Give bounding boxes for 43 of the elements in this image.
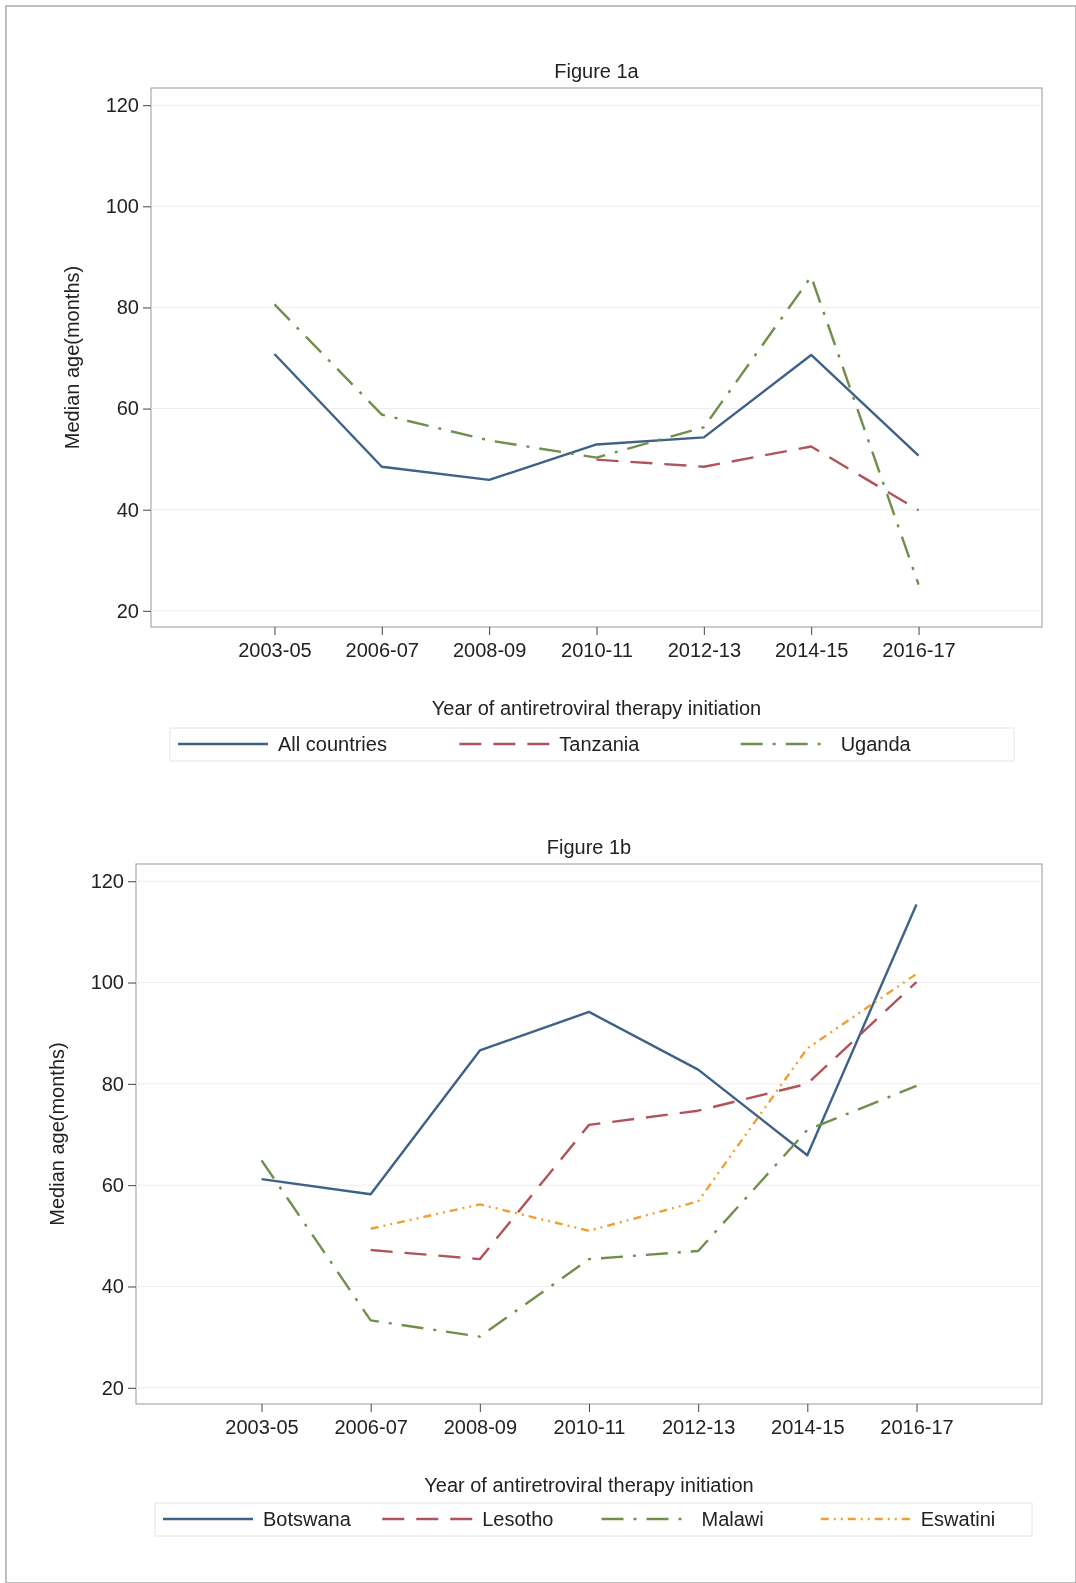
y-tick-label: 100 (90, 971, 124, 994)
legend-label: Lesotho (482, 1508, 554, 1530)
x-tick-label: 2016-17 (880, 1416, 954, 1439)
y-tick-label: 20 (116, 599, 139, 622)
x-tick-label: 2006-07 (345, 639, 419, 662)
line-series (260, 1084, 918, 1338)
y-tick-label: 100 (105, 195, 139, 218)
x-axis-title: Year of antiretroviral therapy initiation (431, 697, 762, 719)
legend-label: Malawi (701, 1508, 764, 1530)
x-tick-label: 2008-09 (443, 1416, 518, 1439)
x-tick-label: 2014-15 (775, 639, 849, 662)
x-tick-label: 2016-17 (882, 639, 956, 662)
y-tick-label: 40 (101, 1275, 124, 1298)
x-tick-label: 2014-15 (771, 1416, 845, 1439)
x-axis-title: Year of antiretroviral therapy initiation (424, 1474, 754, 1496)
x-tick-label: 2010-11 (553, 1416, 626, 1439)
y-axis-title: Median age(months) (61, 265, 83, 450)
line-series (595, 445, 920, 512)
x-tick-label: 2012-13 (661, 1416, 736, 1439)
chart-title: Figure 1a (554, 60, 640, 82)
x-tick-label: 2012-13 (667, 639, 742, 662)
y-tick-label: 80 (101, 1072, 124, 1095)
x-tick-label: 2008-09 (452, 639, 527, 662)
x-tick-label: 2010-11 (561, 639, 633, 662)
y-tick-label: 120 (105, 94, 139, 117)
legend-label: Tanzania (559, 733, 641, 755)
legend-label: All countries (278, 733, 387, 755)
y-tick-label: 40 (116, 498, 139, 521)
y-tick-label: 80 (116, 296, 139, 319)
chart-title: Figure 1b (546, 836, 632, 858)
legend-label: Eswatini (920, 1508, 996, 1530)
x-tick-label: 2003-05 (225, 1416, 299, 1439)
y-tick-label: 20 (101, 1376, 124, 1399)
x-tick-label: 2003-05 (238, 639, 312, 662)
y-tick-label: 120 (90, 870, 124, 893)
y-tick-label: 60 (116, 397, 139, 420)
line-series (273, 352, 920, 482)
y-axis-title: Median age(months) (46, 1042, 68, 1226)
x-tick-label: 2006-07 (334, 1416, 408, 1439)
legend-label: Uganda (840, 733, 912, 755)
legend-label: Botswana (263, 1508, 352, 1530)
y-tick-label: 60 (101, 1174, 124, 1197)
line-series (260, 903, 918, 1196)
